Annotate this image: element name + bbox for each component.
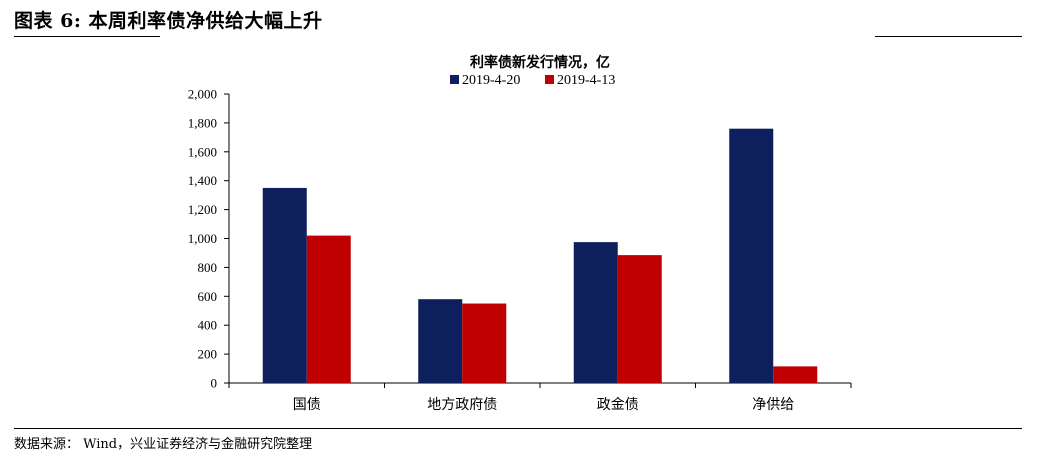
legend-label-2019-4-20: 2019-4-20 (462, 73, 520, 88)
x-tick-label: 净供给 (752, 397, 794, 413)
y-tick-label: 400 (198, 318, 218, 333)
bar-2019-4-20-国债 (262, 187, 307, 383)
y-tick-label: 0 (211, 376, 218, 391)
y-tick-label: 2,000 (188, 87, 217, 102)
y-tick-label: 1,400 (188, 173, 217, 188)
bar-2019-4-13-净供给 (773, 366, 818, 383)
bar-2019-4-13-政金债 (617, 255, 662, 383)
legend-swatch-2019-4-20 (450, 75, 459, 84)
y-tick-label: 800 (198, 260, 218, 275)
source-note: 数据来源： Wind，兴业证券经济与金融研究院整理 (14, 437, 313, 452)
bar-2019-4-20-地方政府债 (418, 299, 463, 383)
bars (262, 128, 818, 383)
y-tick-label: 1,000 (188, 231, 217, 246)
x-tick-label: 政金债 (597, 397, 639, 413)
chart-title: 利率债新发行情况，亿 (470, 54, 610, 71)
bar-2019-4-20-政金债 (573, 242, 618, 383)
y-axis: 0 200 400 600 800 1,000 1,200 1,400 1,600 1,800 2,… (188, 87, 230, 391)
y-tick-label: 1,600 (188, 144, 217, 159)
source-rule (14, 428, 1022, 429)
legend-label-2019-4-13: 2019-4-13 (557, 73, 615, 88)
bar-2019-4-20-净供给 (729, 128, 774, 383)
x-axis: 国债 地方政府债 政金债 净供给 (228, 382, 852, 413)
y-tick-label: 600 (198, 289, 218, 304)
x-tick-label: 国债 (293, 397, 321, 413)
y-tick-label: 200 (198, 347, 218, 362)
y-tick-label: 1,800 (188, 115, 217, 130)
legend-swatch-2019-4-13 (545, 75, 554, 84)
figure-title: 图表 6: 本周利率债净供给大幅上升 (14, 10, 323, 32)
title-underline-right (875, 36, 1022, 37)
x-tick-label: 地方政府债 (427, 397, 497, 413)
title-underline-left (14, 36, 160, 37)
legend: 2019-4-20 2019-4-13 (450, 73, 615, 88)
bar-2019-4-13-国债 (306, 235, 351, 383)
y-tick-label: 1,200 (188, 202, 217, 217)
bar-2019-4-13-地方政府债 (462, 303, 507, 383)
